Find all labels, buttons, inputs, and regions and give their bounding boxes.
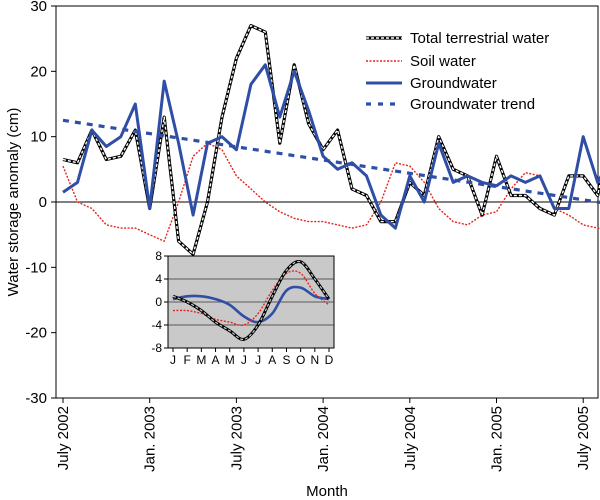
x-tick-label: Jan. 2005 bbox=[489, 406, 506, 472]
inset-x-tick-label: N bbox=[310, 353, 319, 367]
x-tick-label: July 2004 bbox=[402, 406, 419, 470]
inset-y-tick-label: 8 bbox=[155, 249, 162, 263]
legend-label-groundwater: Groundwater bbox=[410, 75, 497, 92]
y-tick-label: 30 bbox=[30, 0, 47, 15]
x-tick-label: Jan. 2004 bbox=[315, 406, 332, 472]
inset-x-tick-label: D bbox=[325, 353, 334, 367]
inset-x-tick-label: J bbox=[170, 353, 176, 367]
y-tick-label: 0 bbox=[39, 194, 47, 211]
inset-y-tick-label: -8 bbox=[151, 341, 162, 355]
inset-x-tick-label: F bbox=[184, 353, 191, 367]
x-tick-label: Jan. 2003 bbox=[142, 406, 159, 472]
y-tick-label: 10 bbox=[30, 129, 47, 146]
inset-y-tick-label: -4 bbox=[151, 318, 162, 332]
inset-x-tick-label: S bbox=[282, 353, 290, 367]
inset-x-tick-label: O bbox=[296, 353, 305, 367]
inset-y-tick-label: 4 bbox=[155, 272, 162, 286]
y-tick-label: -10 bbox=[25, 259, 47, 276]
chart-canvas: 30 20 10 0 -10 -20 -30 July 2002 Jan. 2003 July 2… bbox=[0, 0, 600, 500]
inset-x-tick-label: J bbox=[255, 353, 261, 367]
legend-label-total-terrestrial-water: Total terrestrial water bbox=[410, 30, 549, 47]
inset-x-tick-label: M bbox=[196, 353, 206, 367]
x-axis-title: Month bbox=[306, 483, 348, 500]
y-tick-label: -20 bbox=[25, 325, 47, 342]
y-tick-label: -30 bbox=[25, 390, 47, 407]
x-tick-label: July 2005 bbox=[575, 406, 592, 470]
legend-label-groundwater-trend: Groundwater trend bbox=[410, 96, 535, 113]
y-axis-title: Water storage anomaly (cm) bbox=[5, 108, 22, 297]
x-tick-label: July 2003 bbox=[228, 406, 245, 470]
inset-x-tick-label: A bbox=[268, 353, 276, 367]
inset-x-tick-label: M bbox=[225, 353, 235, 367]
legend-label-soil-water: Soil water bbox=[410, 53, 476, 70]
y-tick-label: 20 bbox=[30, 63, 47, 80]
inset-x-tick-label: J bbox=[241, 353, 247, 367]
x-tick-label: July 2002 bbox=[55, 406, 72, 470]
inset-x-tick-label: A bbox=[212, 353, 220, 367]
inset-y-tick-label: 0 bbox=[155, 295, 162, 309]
